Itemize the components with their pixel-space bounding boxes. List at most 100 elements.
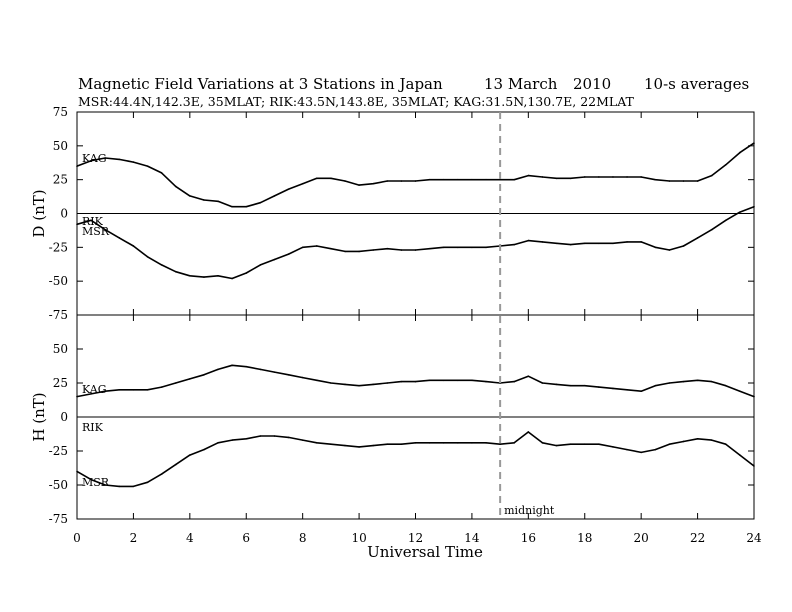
data-point-msr-H xyxy=(555,444,558,447)
y-tick-label-H: -75 xyxy=(49,512,68,526)
data-point-msr-D xyxy=(259,264,262,266)
x-tick-label: 20 xyxy=(634,531,649,545)
data-point-kag-H xyxy=(541,382,544,384)
data-point-kag-H xyxy=(358,384,360,387)
x-tick-label: 8 xyxy=(299,531,307,545)
data-point-msr-H xyxy=(668,443,671,446)
y-tick-label-H: -50 xyxy=(49,478,68,492)
series-label-rik-H: RIK xyxy=(82,421,104,434)
series-label-kag-D: KAG xyxy=(82,152,107,165)
data-point-kag-H xyxy=(640,390,642,392)
x-tick-label: 22 xyxy=(690,531,705,545)
data-point-kag-D xyxy=(104,157,107,159)
data-point-kag-H xyxy=(372,383,374,386)
data-point-kag-D xyxy=(301,182,304,185)
data-point-msr-D xyxy=(527,239,530,242)
data-point-kag-H xyxy=(203,374,205,376)
data-point-kag-D xyxy=(583,176,586,178)
data-point-msr-H xyxy=(471,442,473,444)
data-point-kag-H xyxy=(555,383,558,386)
data-point-msr-H xyxy=(569,443,572,446)
data-point-msr-D xyxy=(315,245,318,247)
data-point-kag-D xyxy=(189,195,191,197)
x-tick-label: 10 xyxy=(351,531,366,545)
data-point-msr-H xyxy=(358,446,360,448)
data-point-msr-D xyxy=(442,246,445,249)
data-point-kag-D xyxy=(287,188,290,190)
data-point-kag-D xyxy=(499,178,501,181)
data-point-kag-D xyxy=(315,177,318,180)
data-point-kag-H xyxy=(76,395,78,398)
data-point-kag-H xyxy=(654,384,657,387)
chart-year: 2010 xyxy=(573,75,611,93)
data-point-msr-D xyxy=(344,250,346,253)
data-point-msr-H xyxy=(626,448,628,451)
data-point-kag-H xyxy=(118,389,121,391)
data-point-msr-D xyxy=(626,241,628,243)
series-label-kag-H: KAG xyxy=(82,383,107,396)
data-point-msr-D xyxy=(76,223,78,226)
data-point-kag-D xyxy=(541,176,544,178)
data-point-msr-H xyxy=(541,442,544,444)
data-point-kag-D xyxy=(485,178,487,181)
y-tick-label-D: -75 xyxy=(49,308,68,322)
data-point-msr-H xyxy=(640,451,642,454)
y-tick-label-D: -25 xyxy=(49,240,68,254)
x-tick-label: 24 xyxy=(746,531,762,545)
data-point-kag-D xyxy=(245,205,248,208)
series-label-rik-D: RIK xyxy=(82,215,104,228)
data-point-msr-D xyxy=(541,241,544,243)
x-tick-label: 2 xyxy=(130,531,138,545)
data-point-kag-D xyxy=(654,178,657,181)
data-point-kag-H xyxy=(146,389,149,391)
data-point-kag-D xyxy=(668,180,671,182)
x-tick-label: 14 xyxy=(464,531,480,545)
data-point-msr-D xyxy=(428,247,431,250)
data-point-kag-H xyxy=(174,382,177,384)
data-point-kag-D xyxy=(739,151,741,154)
data-point-kag-D xyxy=(682,180,685,182)
data-point-msr-D xyxy=(485,246,487,249)
data-point-msr-D xyxy=(569,243,572,246)
data-point-msr-H xyxy=(372,444,374,447)
data-point-msr-D xyxy=(372,249,374,251)
data-point-kag-H xyxy=(259,368,262,371)
data-point-msr-H xyxy=(499,443,501,446)
data-point-kag-D xyxy=(400,180,403,182)
data-point-kag-D xyxy=(358,184,360,186)
data-point-msr-D xyxy=(358,250,360,253)
data-point-msr-D xyxy=(231,277,233,280)
data-point-kag-D xyxy=(386,180,389,182)
data-point-kag-H xyxy=(513,380,516,383)
data-point-msr-H xyxy=(160,473,163,475)
data-point-kag-D xyxy=(132,161,135,163)
data-point-msr-H xyxy=(76,470,78,473)
data-point-kag-H xyxy=(386,382,389,384)
data-point-msr-H xyxy=(753,465,755,467)
data-point-kag-H xyxy=(668,382,671,384)
y-tick-label-D: -50 xyxy=(49,274,68,288)
data-point-kag-H xyxy=(287,374,290,376)
data-point-msr-D xyxy=(414,249,417,251)
x-axis-label: Universal Time xyxy=(367,543,483,561)
data-point-kag-H xyxy=(583,384,586,387)
data-point-msr-H xyxy=(724,443,727,446)
data-point-kag-D xyxy=(160,172,163,174)
data-point-msr-D xyxy=(471,246,473,249)
series-label-msr-D: MSR xyxy=(82,225,110,238)
data-point-msr-H xyxy=(217,442,219,444)
data-point-msr-H xyxy=(682,440,685,443)
y-tick-label-D: 25 xyxy=(53,173,68,187)
data-point-kag-D xyxy=(753,142,755,144)
data-point-kag-H xyxy=(457,379,459,382)
y-axis-label-H: H (nT) xyxy=(30,392,48,441)
data-point-kag-D xyxy=(442,178,445,181)
chart-averaging: 10-s averages xyxy=(644,75,749,93)
data-point-kag-H xyxy=(160,386,163,388)
data-point-kag-H xyxy=(330,382,332,384)
data-point-msr-H xyxy=(301,439,304,441)
data-point-kag-D xyxy=(471,178,473,181)
data-point-kag-D xyxy=(118,158,121,161)
chart-date: 13 March xyxy=(484,75,558,93)
data-point-msr-H xyxy=(344,444,346,447)
